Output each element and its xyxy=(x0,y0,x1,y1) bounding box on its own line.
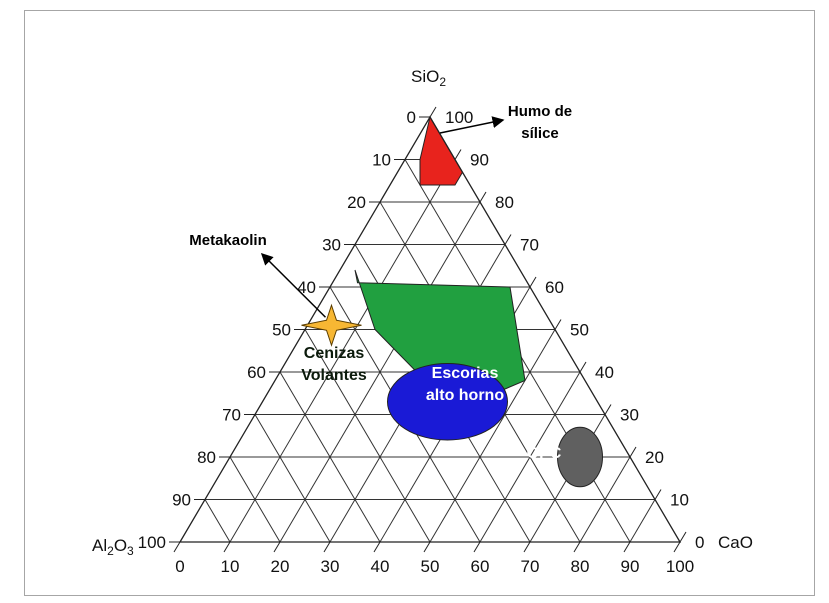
tick-bottom-40: 40 xyxy=(371,557,390,576)
tick-mark-bottom-30 xyxy=(323,541,331,553)
tick-left-30: 30 xyxy=(322,236,341,255)
tick-right-10: 10 xyxy=(670,491,689,510)
humo-label-0: Humo de xyxy=(508,103,572,120)
tick-bottom-80: 80 xyxy=(571,557,590,576)
tick-mark-bottom-90 xyxy=(623,541,631,553)
tick-bottom-0: 0 xyxy=(175,557,184,576)
tick-mark-right-40 xyxy=(579,361,587,373)
tick-right-50: 50 xyxy=(570,321,589,340)
region-label-escorias-1: alto horno xyxy=(426,387,504,404)
tick-left-100: 100 xyxy=(138,533,166,552)
tick-left-50: 50 xyxy=(272,321,291,340)
annotations: Humo de sílice Metakaolin xyxy=(189,103,572,347)
tick-mark-right-70 xyxy=(504,234,512,245)
tick-right-0: 0 xyxy=(695,533,704,552)
tick-bottom-10: 10 xyxy=(221,557,240,576)
tick-right-80: 80 xyxy=(495,193,514,212)
tick-mark-right-20 xyxy=(629,446,637,458)
tick-labels: 0 0 0 10 10 10 20 20 20 30 30 30 40 40 40 50 50 50 60 60 60 7… xyxy=(138,106,704,576)
grid-line-cao-50 xyxy=(429,329,556,543)
region-humo xyxy=(419,115,464,186)
tick-right-90: 90 xyxy=(470,151,489,170)
axis-title-al2o3: Al2O3 xyxy=(92,536,134,558)
tick-bottom-50: 50 xyxy=(421,557,440,576)
region-label-opc-0: OPC xyxy=(527,445,562,462)
region-opc xyxy=(557,426,603,488)
axis-title-sio2: SiO2 xyxy=(411,67,446,89)
tick-left-0: 0 xyxy=(407,108,416,127)
region-label-cenizas-0: Cenizas xyxy=(304,345,365,362)
tick-mark-bottom-20 xyxy=(273,541,281,553)
tick-mark-right-60 xyxy=(529,276,537,288)
metakaolin-label-0: Metakaolin xyxy=(189,232,267,249)
tick-left-80: 80 xyxy=(197,448,216,467)
tick-mark-right-50 xyxy=(554,319,562,330)
tick-bottom-70: 70 xyxy=(521,557,540,576)
grid-line-al2o3-60 xyxy=(279,371,381,543)
region-labels: Cenizas Volantes Escorias alto horno OPC xyxy=(301,345,562,462)
tick-mark-bottom-80 xyxy=(573,541,581,553)
region-escorias xyxy=(387,363,508,441)
tick-mark-right-90 xyxy=(454,149,462,160)
data-regions xyxy=(354,115,603,488)
tick-mark-bottom-100 xyxy=(673,541,681,553)
tick-mark-right-10 xyxy=(654,489,662,500)
humo-arrow xyxy=(439,116,505,134)
tick-left-60: 60 xyxy=(247,363,266,382)
grid-line-al2o3-90 xyxy=(204,499,231,543)
tick-left-10: 10 xyxy=(372,151,391,170)
axis-titles: SiO2 Al2O3 CaO xyxy=(92,67,753,558)
grid-line-al2o3-80 xyxy=(229,456,281,543)
tick-right-100: 100 xyxy=(445,108,473,127)
tick-bottom-30: 30 xyxy=(321,557,340,576)
tick-left-70: 70 xyxy=(222,406,241,425)
tick-right-40: 40 xyxy=(595,363,614,382)
tick-left-20: 20 xyxy=(347,193,366,212)
tick-mark-right-80 xyxy=(479,191,487,203)
tick-mark-right-100 xyxy=(429,106,437,118)
tick-mark-bottom-40 xyxy=(373,541,381,553)
grid-line-al2o3-70 xyxy=(254,414,331,543)
tick-mark-right-0 xyxy=(679,531,687,543)
tick-mark-bottom-50 xyxy=(423,541,431,553)
tick-mark-right-30 xyxy=(604,404,612,415)
tick-bottom-60: 60 xyxy=(471,557,490,576)
humo-label-1: sílice xyxy=(521,125,559,142)
tick-right-30: 30 xyxy=(620,406,639,425)
tick-right-60: 60 xyxy=(545,278,564,297)
tick-left-90: 90 xyxy=(172,491,191,510)
region-label-escorias-0: Escorias xyxy=(432,365,499,382)
tick-mark-bottom-10 xyxy=(223,541,231,553)
tick-right-20: 20 xyxy=(645,448,664,467)
grid-line-cao-10 xyxy=(229,159,456,543)
axis-title-cao: CaO xyxy=(718,533,753,552)
tick-mark-bottom-60 xyxy=(473,541,481,553)
tick-left-40: 40 xyxy=(297,278,316,297)
metakaolin-star xyxy=(301,303,362,347)
region-label-cenizas-1: Volantes xyxy=(301,367,367,384)
tick-right-70: 70 xyxy=(520,236,539,255)
tick-bottom-20: 20 xyxy=(271,557,290,576)
grid-line-cao-90 xyxy=(629,499,656,543)
metakaolin-arrow xyxy=(260,252,327,318)
tick-bottom-90: 90 xyxy=(621,557,640,576)
tick-mark-bottom-70 xyxy=(523,541,531,553)
tick-bottom-100: 100 xyxy=(666,557,694,576)
grid-line-al2o3-50 xyxy=(304,329,431,543)
tick-mark-bottom-0 xyxy=(173,541,181,553)
